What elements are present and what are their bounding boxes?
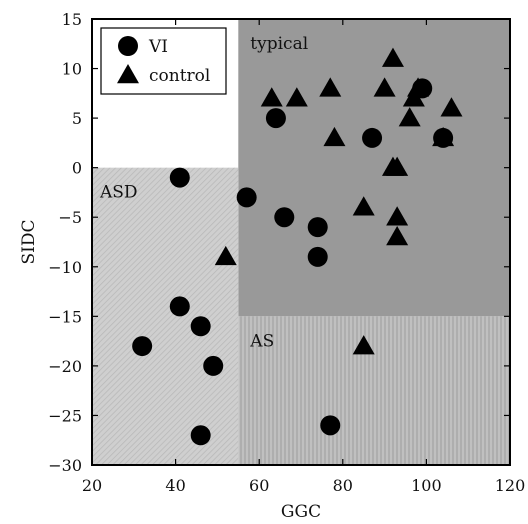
data-point-control bbox=[323, 126, 346, 147]
y-axis-label: SIDC bbox=[19, 220, 39, 265]
data-point-vi bbox=[320, 415, 341, 436]
legend: VI control bbox=[100, 27, 227, 95]
y-tick-label: 10 bbox=[62, 60, 82, 79]
data-point-control bbox=[214, 245, 237, 266]
region-label-asd: ASD bbox=[99, 183, 138, 203]
x-tick-label: 40 bbox=[165, 476, 185, 495]
data-point-control bbox=[432, 126, 455, 147]
data-point-control bbox=[381, 47, 404, 67]
ticks-layer: 20 40 60 80 100 120 15 10 5 0 −5 −10 −15 −20 −25 −30 bbox=[48, 10, 525, 495]
y-tick-label: −25 bbox=[48, 406, 82, 425]
series-control bbox=[214, 47, 463, 355]
region-asd bbox=[92, 167, 239, 465]
x-tick-label: 20 bbox=[82, 476, 102, 495]
y-tick-label: −20 bbox=[48, 357, 82, 376]
data-point-vi bbox=[265, 108, 286, 129]
data-point-control bbox=[386, 206, 409, 226]
data-point-vi bbox=[307, 246, 328, 267]
regions-layer: typical ASD AS bbox=[92, 19, 511, 465]
region-label-typical: typical bbox=[250, 34, 308, 54]
data-point-control bbox=[260, 87, 283, 107]
data-point-control bbox=[386, 226, 409, 246]
x-tick-label: 80 bbox=[333, 476, 353, 495]
data-point-control bbox=[319, 77, 342, 97]
data-point-vi bbox=[307, 217, 328, 238]
data-point-vi bbox=[203, 355, 224, 376]
data-point-control bbox=[373, 77, 396, 97]
data-point-control bbox=[352, 335, 375, 355]
region-as bbox=[238, 316, 511, 465]
y-tick-label: 0 bbox=[72, 159, 82, 178]
y-tick-label: 15 bbox=[62, 10, 82, 29]
legend-marker-vi bbox=[118, 36, 138, 56]
x-tick-label: 100 bbox=[411, 476, 442, 495]
data-point-vi bbox=[236, 187, 257, 208]
points-layer bbox=[132, 47, 463, 446]
data-point-control bbox=[352, 196, 375, 216]
data-point-control bbox=[402, 87, 425, 107]
y-tick-label: −30 bbox=[48, 456, 82, 475]
data-point-vi bbox=[190, 316, 211, 337]
data-point-vi bbox=[362, 127, 383, 148]
legend-label-vi: VI bbox=[148, 37, 168, 57]
plot-frame bbox=[91, 18, 511, 466]
y-tick-label: 5 bbox=[72, 109, 82, 128]
x-tick-label: 120 bbox=[495, 476, 526, 495]
data-point-vi bbox=[169, 296, 190, 317]
x-axis-label: GGC bbox=[281, 502, 321, 522]
data-point-vi bbox=[169, 167, 190, 188]
data-point-vi bbox=[274, 207, 295, 228]
data-point-vi bbox=[132, 336, 153, 357]
region-typical bbox=[238, 19, 511, 317]
legend-label-control: control bbox=[149, 66, 210, 86]
y-tick-label: −10 bbox=[48, 258, 82, 277]
y-tick-label: −15 bbox=[48, 307, 82, 326]
data-point-vi bbox=[190, 425, 211, 446]
data-point-control bbox=[440, 97, 463, 117]
data-point-control bbox=[386, 156, 409, 176]
legend-marker-control bbox=[117, 64, 139, 84]
y-tick-label: −5 bbox=[58, 208, 82, 227]
data-point-control bbox=[398, 107, 421, 127]
region-label-as: AS bbox=[249, 331, 274, 351]
x-tick-label: 60 bbox=[249, 476, 269, 495]
data-point-control bbox=[285, 87, 308, 107]
